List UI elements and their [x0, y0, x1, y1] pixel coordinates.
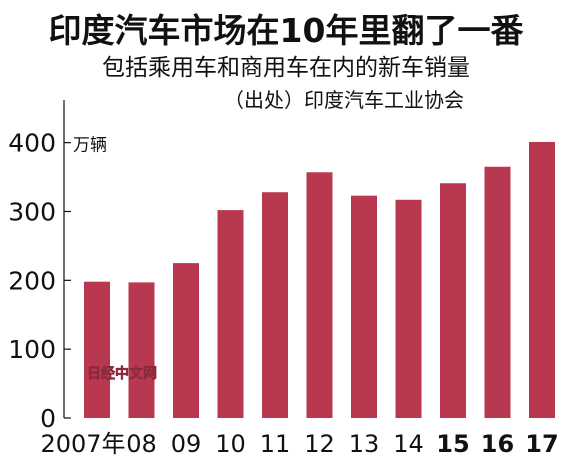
x-tick-label: 2007年 — [40, 430, 125, 458]
chart-title: 印度汽车市场在10年里翻了一番 — [48, 11, 524, 50]
bar — [262, 192, 288, 418]
x-tick-label: 16 — [481, 430, 514, 458]
bar — [217, 210, 244, 418]
x-tick-label: 08 — [126, 430, 157, 458]
y-tick-label: 400 — [8, 129, 56, 158]
x-tick-label: 10 — [215, 430, 246, 458]
x-tick-label: 14 — [393, 430, 424, 458]
bar — [395, 199, 422, 418]
x-tick-label: 09 — [171, 430, 202, 458]
y-tick-label: 0 — [40, 404, 56, 433]
bar — [173, 263, 199, 418]
x-tick-label: 17 — [525, 430, 558, 458]
bar — [484, 166, 511, 418]
x-tick-label: 13 — [349, 430, 380, 458]
y-tick-label: 100 — [8, 335, 56, 364]
x-tick-label: 11 — [260, 430, 291, 458]
y-tick-label: 300 — [8, 197, 56, 226]
watermark: 日经中文网 — [87, 365, 157, 382]
y-tick-label: 200 — [8, 266, 56, 295]
chart-subtitle: 包括乘用车和商用车在内的新车销量 — [102, 55, 470, 81]
x-tick-label: 15 — [436, 430, 469, 458]
bar — [306, 172, 333, 418]
x-tick-label: 12 — [304, 430, 335, 458]
bar — [84, 281, 110, 418]
chart-source: （出处）印度汽车工业协会 — [224, 88, 464, 112]
unit-label: 万辆 — [73, 136, 107, 156]
bar — [440, 183, 466, 418]
bar — [351, 195, 377, 418]
bar — [529, 141, 555, 419]
bar — [128, 282, 155, 418]
